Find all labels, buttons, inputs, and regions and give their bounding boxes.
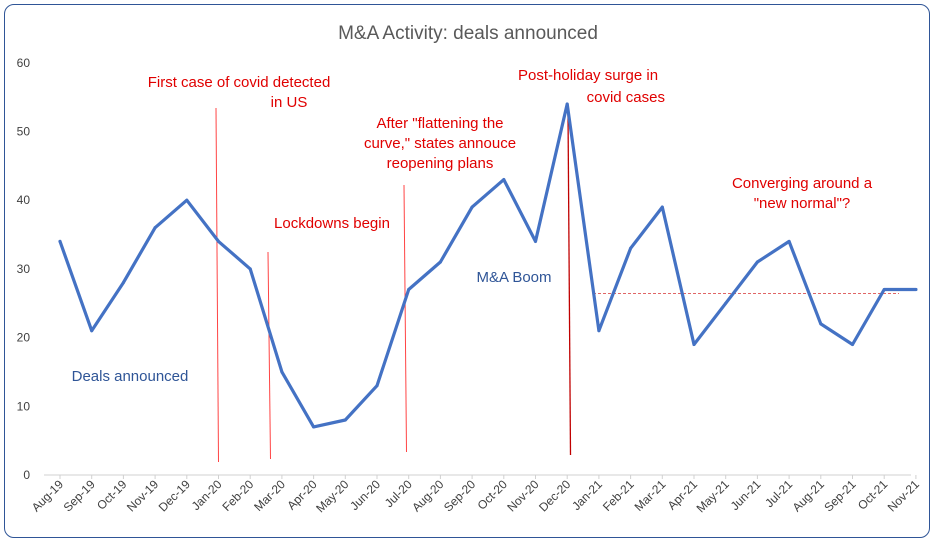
y-tick-label: 20: [17, 331, 31, 345]
x-tick-label: Oct-21: [855, 477, 891, 513]
x-tick-label: May-20: [313, 477, 351, 515]
annotation-text: in US: [271, 94, 308, 111]
event-line: [267, 251, 271, 460]
x-tick-label: Sep-19: [61, 477, 98, 514]
y-tick-label: 10: [17, 399, 31, 413]
x-tick-label: Aug-20: [409, 477, 446, 514]
data-point: [692, 342, 696, 346]
data-point: [121, 281, 125, 285]
annotation-text: Lockdowns begin: [274, 215, 390, 232]
annotation-text: "new normal"?: [754, 195, 851, 212]
x-tick-label: Sep-20: [441, 477, 478, 514]
data-point: [755, 260, 759, 264]
data-point: [502, 178, 506, 182]
x-tick-label: Aug-19: [29, 477, 66, 514]
data-point: [280, 370, 284, 374]
y-tick-label: 0: [23, 468, 30, 482]
x-tick-label: Feb-20: [220, 477, 257, 514]
data-point: [565, 102, 569, 106]
annotation-text: Post-holiday surge in: [518, 67, 658, 84]
x-tick-label: Mar-20: [251, 477, 288, 514]
chart-frame: [4, 4, 930, 538]
data-point: [787, 239, 791, 243]
x-tick-label: Oct-20: [475, 477, 511, 513]
data-point: [153, 226, 157, 230]
annotation-text: curve," states annouce: [364, 135, 516, 152]
x-tick-label: Jun-20: [347, 477, 383, 513]
data-point: [312, 425, 316, 429]
data-point: [470, 205, 474, 209]
data-point: [724, 301, 728, 305]
annotation-text: After "flattening the: [376, 115, 503, 132]
data-point: [438, 260, 442, 264]
x-tick-label: Jan-21: [569, 477, 605, 513]
x-tick-label: Nov-21: [885, 477, 922, 514]
event-line: [403, 184, 407, 453]
data-point: [534, 239, 537, 243]
y-tick-label: 50: [17, 125, 31, 139]
data-point: [58, 239, 62, 243]
data-point: [343, 418, 347, 422]
data-point: [90, 329, 94, 333]
chart-title: M&A Activity: deals announced: [338, 23, 598, 44]
x-tick-label: Aug-21: [790, 477, 827, 514]
x-tick-label: Oct-19: [94, 477, 130, 513]
y-tick-label: 60: [17, 56, 31, 70]
annotation-text: First case of covid detected: [148, 74, 331, 91]
annotation-text: Deals announced: [72, 368, 189, 385]
data-point: [217, 239, 220, 243]
annotation-text: M&A Boom: [476, 269, 551, 286]
data-point: [819, 322, 823, 326]
data-point: [248, 267, 252, 271]
data-point: [597, 329, 601, 333]
data-point: [882, 288, 886, 292]
data-point: [375, 384, 379, 388]
data-point: [629, 246, 633, 250]
x-tick-label: Jun-21: [728, 477, 764, 513]
x-tick-label: Dec-20: [536, 477, 573, 514]
x-tick-label: Jan-20: [189, 477, 225, 513]
y-tick-label: 40: [17, 193, 31, 207]
x-tick-label: Feb-21: [600, 477, 637, 514]
x-tick-label: Nov-20: [504, 477, 541, 514]
data-point: [185, 198, 189, 202]
data-point: [407, 288, 411, 292]
event-line: [567, 111, 572, 456]
x-tick-label: Dec-19: [156, 477, 193, 514]
data-point: [660, 205, 664, 209]
annotation-text: covid cases: [587, 89, 665, 106]
series-line: [58, 102, 918, 429]
annotation-text: reopening plans: [387, 155, 494, 172]
annotation-text: Converging around a: [732, 175, 873, 192]
x-tick-label: Nov-19: [124, 477, 161, 514]
data-point: [851, 342, 854, 346]
event-line: [215, 107, 219, 463]
x-tick-label: Mar-21: [632, 477, 669, 514]
data-point: [914, 288, 918, 292]
y-tick-label: 30: [17, 262, 31, 276]
x-tick-label: Sep-21: [821, 477, 858, 514]
x-tick-label: May-21: [694, 477, 732, 515]
